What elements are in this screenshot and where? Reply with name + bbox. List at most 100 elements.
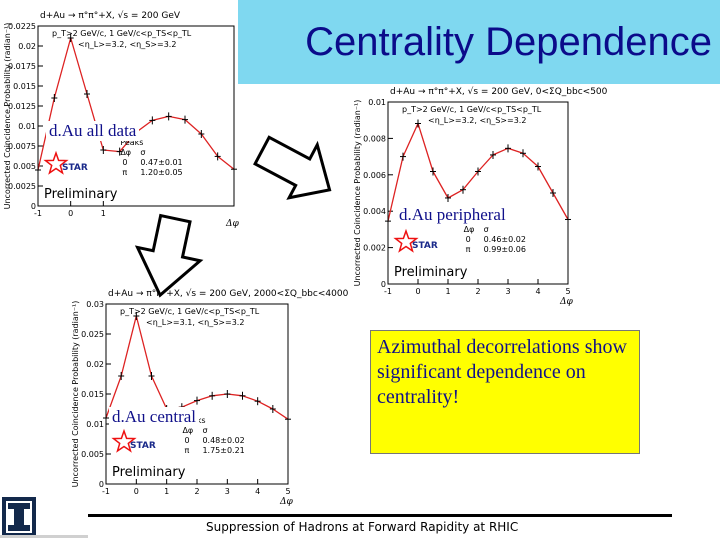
- star-logo-icon: [43, 150, 69, 175]
- peaks-row-sigma: 0.46±0.02: [484, 235, 526, 244]
- y-tick-label: 0.01: [86, 420, 104, 429]
- x-tick-label: 4: [535, 287, 540, 296]
- x-tick-label: 4: [255, 487, 260, 496]
- peaks-row-pos: π: [466, 245, 471, 254]
- y-tick-label: 0.006: [363, 171, 386, 180]
- plot-central: d+Au → π°π°+X, √s = 200 GeV, 2000<ΣQ_bbc…: [71, 288, 349, 507]
- x-tick-label: 2: [194, 487, 199, 496]
- star-logo-text: STAR: [412, 241, 438, 251]
- y-tick-label: 0: [381, 280, 386, 289]
- x-tick-label: 1: [445, 287, 450, 296]
- label-peripheral: d.Au peripheral: [396, 205, 509, 225]
- y-tick-label: 0.0025: [8, 182, 36, 191]
- x-tick-label: 2: [475, 287, 480, 296]
- peaks-col-dphi: Δφ: [464, 225, 475, 234]
- y-axis-label: Uncorrected Coincidence Probability (rad…: [353, 100, 362, 287]
- peaks-row-pos: π: [122, 168, 127, 177]
- y-tick-label: 0.002: [363, 244, 386, 253]
- y-tick-label: 0.0125: [8, 102, 36, 111]
- y-tick-label: 0.0075: [8, 142, 36, 151]
- x-tick-label: 0: [134, 487, 139, 496]
- y-tick-label: 0.0175: [8, 62, 36, 71]
- y-tick-label: 0.008: [363, 134, 386, 143]
- plot-title: d+Au → π°π°+X, √s = 200 GeV, 0<ΣQ_bbc<50…: [390, 86, 608, 97]
- star-logo-icon: [111, 428, 137, 453]
- peaks-row-sigma: 1.75±0.21: [202, 446, 244, 455]
- y-tick-label: 0.005: [81, 450, 104, 459]
- y-axis-label: Uncorrected Coincidence Probability (rad…: [3, 23, 12, 210]
- y-tick-label: 0.005: [13, 162, 36, 171]
- y-tick-label: 0.015: [13, 82, 36, 91]
- y-tick-label: 0.015: [81, 390, 104, 399]
- peaks-col-dphi: Δφ: [120, 148, 131, 157]
- peaks-row-sigma: 0.47±0.01: [140, 158, 182, 167]
- plot-frame: [37, 25, 235, 207]
- x-tick-label: 3: [505, 287, 510, 296]
- y-tick-label: 0.02: [86, 360, 104, 369]
- arrow-to-peripheral-icon: [253, 135, 332, 200]
- peaks-row-sigma: 1.20±0.05: [140, 168, 182, 177]
- preliminary-watermark: Preliminary: [44, 187, 118, 202]
- university-logo-icon: [2, 497, 36, 537]
- y-tick-label: 0.02: [18, 42, 36, 51]
- note-box: Azimuthal decorrelations show significan…: [370, 330, 640, 454]
- y-tick-label: 0.025: [81, 330, 104, 339]
- plot-subtitle-2: <η_L>=3.2, <η_S>=3.2: [428, 116, 526, 125]
- plot-title: d+Au → π°π°+X, √s = 200 GeV, 2000<ΣQ_bbc…: [108, 288, 349, 299]
- plot-frame: [387, 101, 569, 285]
- x-axis-label: Δφ: [559, 297, 573, 307]
- plot-title: d+Au → π°π°+X, √s = 200 GeV: [40, 10, 181, 21]
- slide-title: Centrality Dependence: [305, 19, 712, 64]
- y-tick-label: 0.03: [86, 300, 104, 309]
- x-tick-label: 1: [164, 487, 169, 496]
- plot-subtitle-2: <η_L>=3.2, <η_S>=3.2: [78, 40, 176, 49]
- y-tick-label: 0: [99, 480, 104, 489]
- y-axis-label: Uncorrected Coincidence Probability (rad…: [71, 301, 80, 488]
- peaks-row-sigma: 0.99±0.06: [484, 245, 526, 254]
- x-axis-label: Δφ: [225, 219, 239, 229]
- x-tick-label: 0: [415, 287, 420, 296]
- peaks-row-pos: 0: [466, 235, 471, 244]
- plot-subtitle: p_T>2 GeV/c, 1 GeV/c<p_TS<p_TL: [52, 29, 192, 38]
- y-tick-label: 0.01: [18, 122, 36, 131]
- peaks-col-sigma: σ: [140, 148, 145, 157]
- label-all-data: d.Au all data: [46, 121, 140, 141]
- peaks-col-sigma: σ: [484, 225, 489, 234]
- footer-text: Suppression of Hadrons at Forward Rapidi…: [206, 520, 519, 534]
- plot-peripheral: d+Au → π°π°+X, √s = 200 GeV, 0<ΣQ_bbc<50…: [353, 86, 608, 307]
- peaks-row-pos: π: [184, 446, 189, 455]
- arrow-to-central-icon: [134, 213, 204, 298]
- x-tick-label: 5: [565, 287, 570, 296]
- footer-divider: [88, 514, 672, 517]
- star-logo-text: STAR: [62, 163, 88, 173]
- x-axis-label: Δφ: [279, 497, 293, 507]
- peaks-row-sigma: 0.48±0.02: [202, 436, 244, 445]
- y-tick-label: 0.0225: [8, 22, 36, 31]
- preliminary-watermark: Preliminary: [394, 265, 468, 280]
- peaks-col-dphi: Δφ: [182, 426, 193, 435]
- plot-all-data: d+Au → π°π°+X, √s = 200 GeV p_T>2 GeV/c, …: [3, 10, 239, 229]
- title-banner: Centrality Dependence: [238, 0, 720, 84]
- peaks-row-pos: 0: [184, 436, 189, 445]
- x-tick-label: 3: [225, 487, 230, 496]
- y-tick-label: 0.004: [363, 207, 386, 216]
- plot-frame: [105, 303, 289, 485]
- plot-subtitle: p_T>2 GeV/c, 1 GeV/c<p_TS<p_TL: [402, 105, 542, 114]
- star-logo-text: STAR: [130, 441, 156, 451]
- x-tick-label: 5: [285, 487, 290, 496]
- x-tick-label: 0: [68, 209, 73, 218]
- peaks-row-pos: 0: [122, 158, 127, 167]
- x-tick-label: -1: [384, 287, 392, 296]
- preliminary-watermark: Preliminary: [112, 465, 186, 480]
- plot-subtitle: p_T>2 GeV/c, 1 GeV/c<p_TS<p_TL: [120, 307, 260, 316]
- y-tick-label: 0: [31, 202, 36, 211]
- peaks-header: Peaks: [120, 138, 143, 147]
- y-tick-label: 0.01: [368, 98, 386, 107]
- peaks-col-sigma: σ: [202, 426, 207, 435]
- x-tick-label: -1: [34, 209, 42, 218]
- x-tick-label: -1: [102, 487, 110, 496]
- label-central: d.Au central: [109, 407, 200, 427]
- plot-subtitle-2: <η_L>=3.1, <η_S>=3.2: [146, 318, 244, 327]
- x-tick-label: 1: [101, 209, 106, 218]
- star-logo-icon: [393, 228, 419, 253]
